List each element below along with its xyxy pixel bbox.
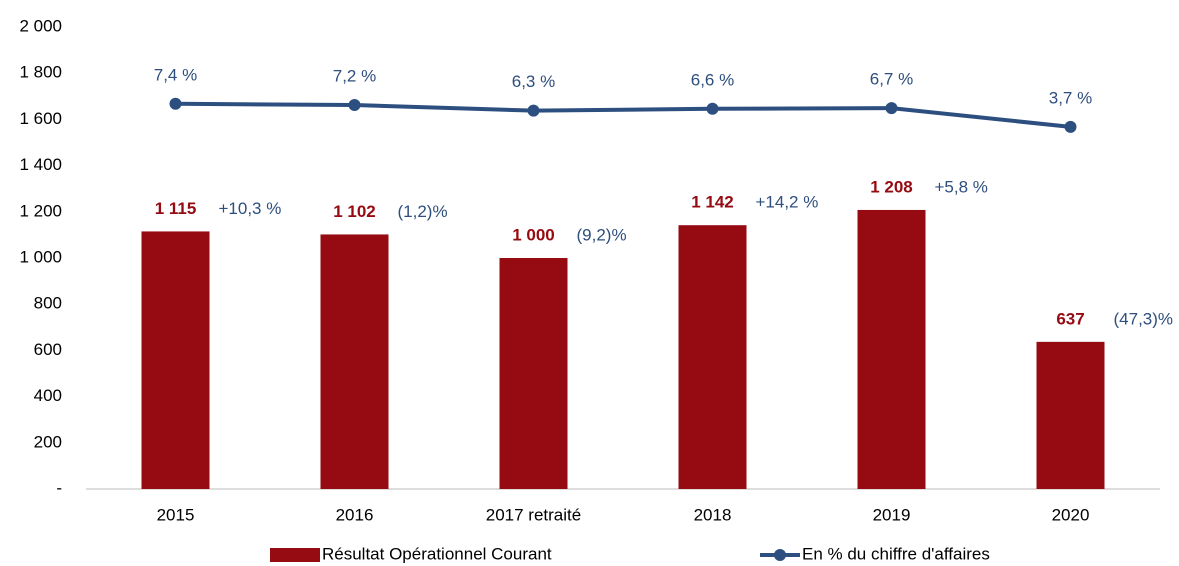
bar-value-label: 637 bbox=[1056, 309, 1084, 328]
legend-label: Résultat Opérationnel Courant bbox=[322, 544, 552, 563]
line-value-label: 7,4 % bbox=[154, 65, 197, 84]
growth-label: +5,8 % bbox=[935, 177, 988, 196]
growth-label: +14,2 % bbox=[756, 193, 819, 212]
line-value-label: 6,6 % bbox=[691, 70, 734, 89]
y-tick-label: 2 000 bbox=[19, 16, 62, 35]
growth-label: (9,2)% bbox=[577, 225, 627, 244]
bar bbox=[1036, 341, 1105, 489]
bar bbox=[678, 225, 747, 489]
x-tick-label: 2017 retraité bbox=[486, 505, 581, 524]
x-tick-label: 2018 bbox=[694, 505, 732, 524]
bar bbox=[141, 231, 210, 489]
growth-label: (47,3)% bbox=[1114, 309, 1174, 328]
bar-value-label: 1 115 bbox=[155, 199, 197, 218]
y-tick-label: 1 000 bbox=[19, 247, 62, 266]
line-value-label: 7,2 % bbox=[333, 67, 376, 86]
growth-label: +10,3 % bbox=[219, 199, 282, 218]
line-marker bbox=[527, 104, 540, 117]
bar-value-label: 1 142 bbox=[691, 193, 734, 212]
y-tick-label: 1 400 bbox=[19, 155, 62, 174]
bar-value-label: 1 102 bbox=[333, 202, 376, 221]
y-tick-label: 400 bbox=[34, 386, 62, 405]
line-value-label: 3,7 % bbox=[1049, 88, 1092, 107]
x-tick-label: 2019 bbox=[873, 505, 911, 524]
bar bbox=[857, 209, 926, 489]
growth-label: (1,2)% bbox=[398, 202, 448, 221]
line-value-label: 6,3 % bbox=[512, 72, 555, 91]
legend-label: En % du chiffre d'affaires bbox=[802, 544, 990, 563]
bar bbox=[499, 258, 568, 489]
x-tick-label: 2015 bbox=[157, 505, 195, 524]
legend-swatch bbox=[774, 549, 786, 561]
bar-value-label: 1 000 bbox=[512, 225, 555, 244]
x-tick-label: 2020 bbox=[1052, 505, 1090, 524]
y-tick-label: 800 bbox=[34, 294, 62, 313]
line-marker bbox=[169, 97, 182, 110]
line-marker bbox=[885, 102, 898, 115]
line-marker bbox=[348, 99, 361, 112]
y-tick-label: 200 bbox=[34, 432, 62, 451]
line-marker bbox=[1064, 120, 1077, 133]
y-tick-label: 1 600 bbox=[19, 109, 62, 128]
line-marker bbox=[706, 102, 719, 115]
y-tick-label: 1 200 bbox=[19, 201, 62, 220]
bar bbox=[320, 234, 389, 489]
line-value-label: 6,7 % bbox=[870, 70, 913, 89]
y-tick-label: - bbox=[56, 478, 62, 497]
y-tick-label: 600 bbox=[34, 340, 62, 359]
line bbox=[175, 101, 1071, 129]
bar-value-label: 1 208 bbox=[870, 177, 913, 196]
x-tick-label: 2016 bbox=[336, 505, 374, 524]
legend-swatch bbox=[270, 548, 320, 562]
y-tick-label: 1 800 bbox=[19, 63, 62, 82]
